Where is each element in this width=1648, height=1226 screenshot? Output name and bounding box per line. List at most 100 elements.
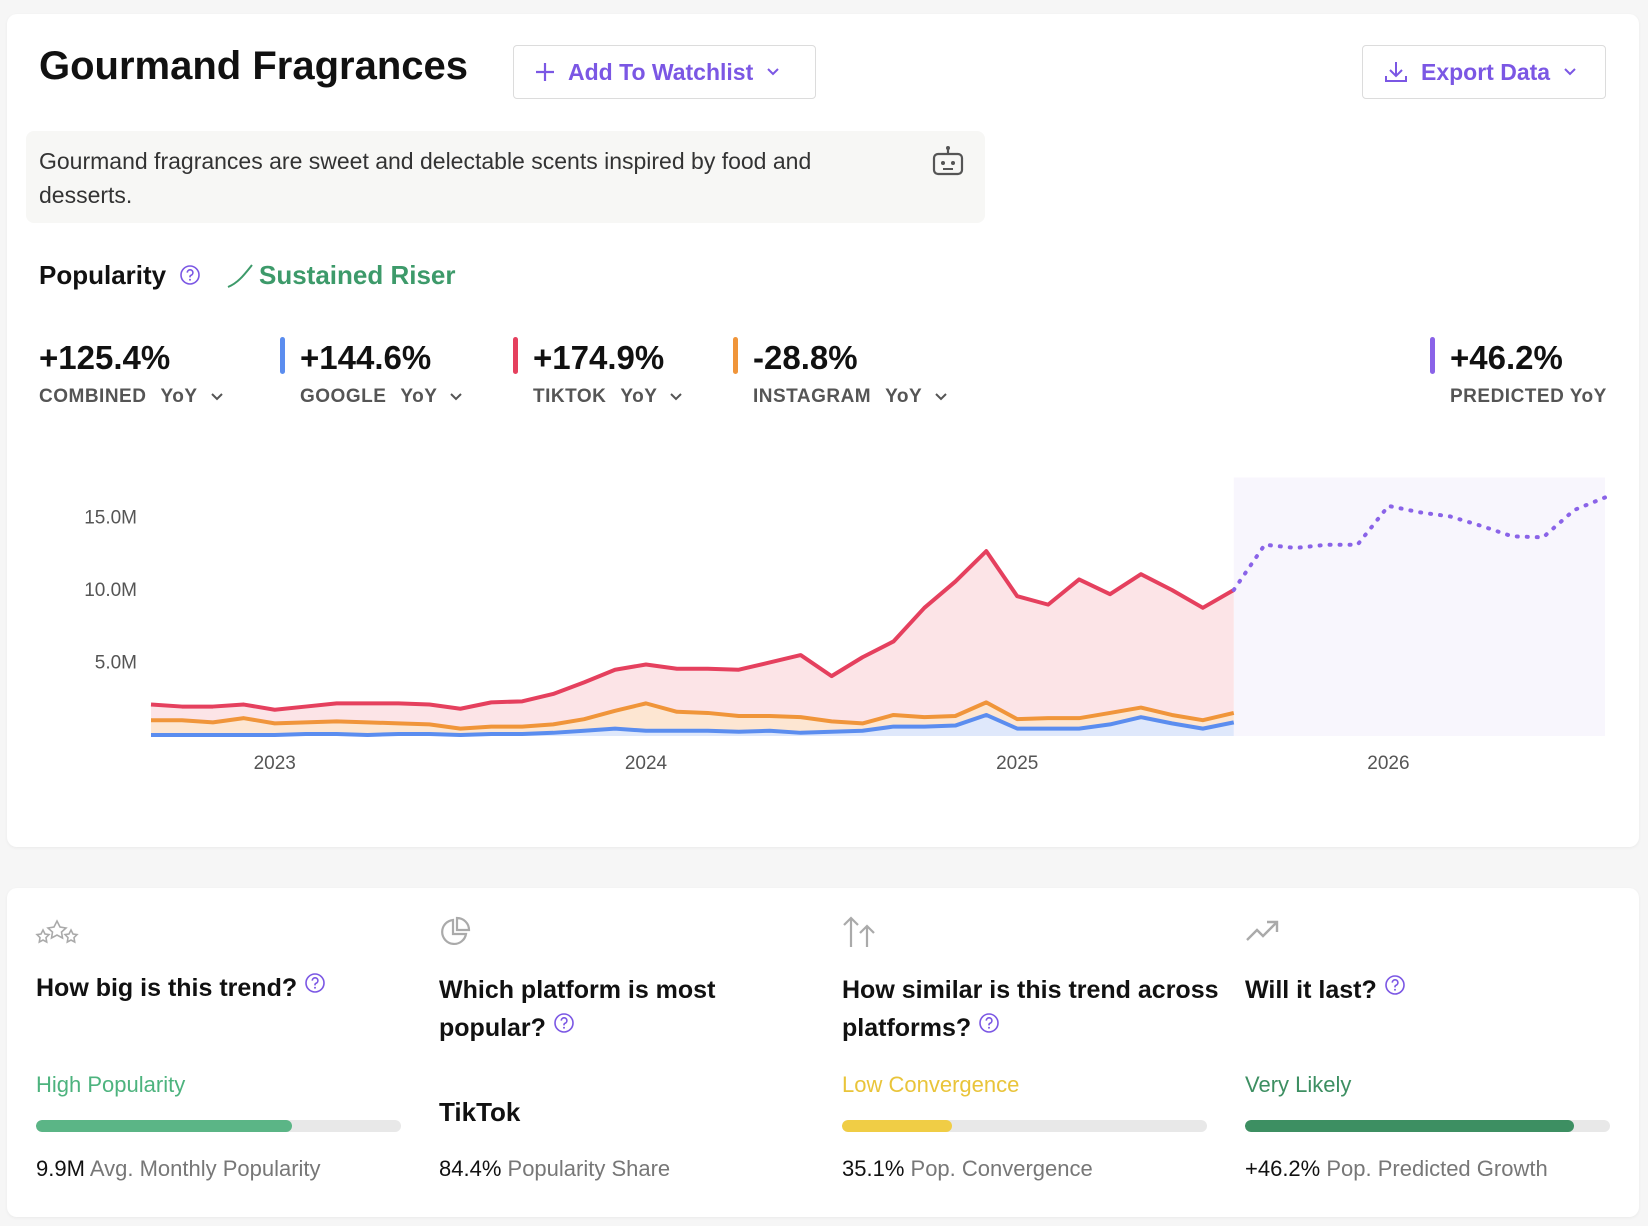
period-dropdown[interactable]: YoY [400, 386, 463, 408]
progress-track [36, 1120, 401, 1132]
series-line [150, 549, 1235, 712]
x-tick-label: 2026 [1367, 753, 1409, 774]
x-tick-label: 2023 [254, 753, 296, 774]
trend-icon [1246, 920, 1279, 941]
popularity-chart: 5.0M 10.0M 15.0M 2023 2024 2025 2026 [84, 477, 1607, 774]
progress-fill [842, 1120, 952, 1132]
period-dropdown[interactable]: YoY [160, 386, 223, 408]
metric-color-bar [1430, 337, 1435, 374]
area-fill [151, 714, 1234, 736]
card-status: Very Likely [1245, 1072, 1352, 1097]
forecast-line [1231, 495, 1607, 592]
chevron-icon [210, 393, 223, 401]
stat-value: +46.2% [1245, 1156, 1321, 1181]
card-question: How big is this trend? [36, 969, 396, 1007]
metric-label: TIKTOK YoY [533, 386, 683, 408]
metric-color-bar [280, 337, 285, 374]
period-label: YoY [620, 386, 658, 407]
card-status: Low Convergence [842, 1072, 1020, 1097]
card-question: Which platform is most popular? [439, 971, 719, 1047]
card-stat: +46.2% Pop. Predicted Growth [1245, 1156, 1548, 1182]
y-tick-label: 15.0M [84, 508, 137, 529]
card-status: High Popularity [36, 1072, 186, 1097]
card-stat: 35.1% Pop. Convergence [842, 1156, 1093, 1182]
progress-fill [1245, 1120, 1574, 1132]
help-icon[interactable] [1384, 974, 1406, 996]
stat-value: 9.9M [36, 1156, 85, 1181]
popularity-label: Popularity [39, 260, 167, 290]
card-stat: 84.4% Popularity Share [439, 1156, 670, 1182]
plus-icon [536, 63, 554, 81]
period-dropdown[interactable]: YoY [885, 386, 948, 408]
popularity-status: Sustained Riser [259, 260, 456, 290]
metric-name: INSTAGRAM [753, 386, 872, 407]
stat-value: 35.1% [842, 1156, 905, 1181]
metric-name: PREDICTED YoY [1450, 386, 1607, 407]
series-line [151, 700, 1235, 731]
help-icon[interactable] [553, 1012, 575, 1034]
metric-value: +144.6% [300, 339, 432, 376]
insights-card [7, 888, 1639, 1217]
metric-value: +174.9% [533, 339, 665, 376]
help-icon[interactable] [304, 972, 326, 994]
metric-color-bar [733, 337, 738, 374]
metric-label: INSTAGRAM YoY [753, 386, 948, 408]
y-tick-label: 10.0M [84, 580, 137, 601]
chevron-icon [670, 393, 683, 401]
x-tick-label: 2025 [996, 753, 1038, 774]
description: Gourmand fragrances are sweet and delect… [39, 148, 812, 208]
progress-track [842, 1120, 1207, 1132]
metric-value: +46.2% [1450, 339, 1563, 376]
metric-name: GOOGLE [300, 386, 387, 407]
stars-icon [35, 919, 79, 944]
watchlist-label: Add To Watchlist [568, 58, 754, 85]
progress-fill [36, 1120, 292, 1132]
series-line [151, 712, 1235, 737]
period-label: YoY [885, 386, 923, 407]
period-label: YoY [160, 386, 198, 407]
area-fill [151, 551, 1234, 729]
x-tick-label: 2024 [625, 753, 668, 774]
stat-label: Avg. Monthly Popularity [89, 1156, 321, 1181]
card-question: How similar is this trend across platfor… [842, 971, 1222, 1047]
ai-icon[interactable] [931, 144, 965, 178]
export-label: Export Data [1421, 58, 1551, 85]
chevron-icon [450, 393, 463, 401]
description-box: Gourmand fragrances are sweet and delect… [26, 131, 985, 223]
download-icon [1385, 62, 1407, 82]
metric-name: TIKTOK [533, 386, 607, 407]
stat-label: Popularity Share [507, 1156, 671, 1181]
y-tick-label: 5.0M [95, 653, 137, 674]
area-fill [151, 702, 1234, 735]
metric-color-bar [513, 337, 518, 374]
question-text: Will it last? [1245, 976, 1377, 1004]
stat-value: 84.4% [439, 1156, 502, 1181]
metric-value: +125.4% [39, 339, 171, 376]
metric-label: GOOGLE YoY [300, 386, 463, 408]
pie-icon [441, 916, 471, 946]
riser-icon [227, 264, 253, 288]
help-icon[interactable] [179, 264, 201, 286]
period-dropdown[interactable]: YoY [620, 386, 683, 408]
metric-label: COMBINED YoY [39, 386, 224, 408]
question-text: How big is this trend? [36, 974, 298, 1002]
export-button[interactable]: Export Data [1362, 45, 1606, 99]
card-answer: TikTok [439, 1097, 521, 1127]
help-icon[interactable] [978, 1012, 1000, 1034]
progress-track [1245, 1120, 1610, 1132]
metric-value: -28.8% [753, 339, 858, 376]
question-text: How similar is this trend across platfor… [842, 976, 1219, 1042]
card-stat: 9.9M Avg. Monthly Popularity [36, 1156, 321, 1182]
forecast-region [1233, 477, 1605, 736]
chevron-icon [767, 68, 779, 76]
watchlist-button[interactable]: Add To Watchlist [513, 45, 816, 99]
chevron-icon [1564, 68, 1576, 76]
card-question: Will it last? [1245, 971, 1605, 1009]
arrows-icon [843, 916, 875, 947]
metric-name: COMBINED [39, 386, 147, 407]
stat-label: Pop. Convergence [910, 1156, 1093, 1181]
question-text: Which platform is most popular? [439, 976, 716, 1042]
stat-label: Pop. Predicted Growth [1326, 1156, 1548, 1181]
chevron-icon [935, 393, 947, 401]
